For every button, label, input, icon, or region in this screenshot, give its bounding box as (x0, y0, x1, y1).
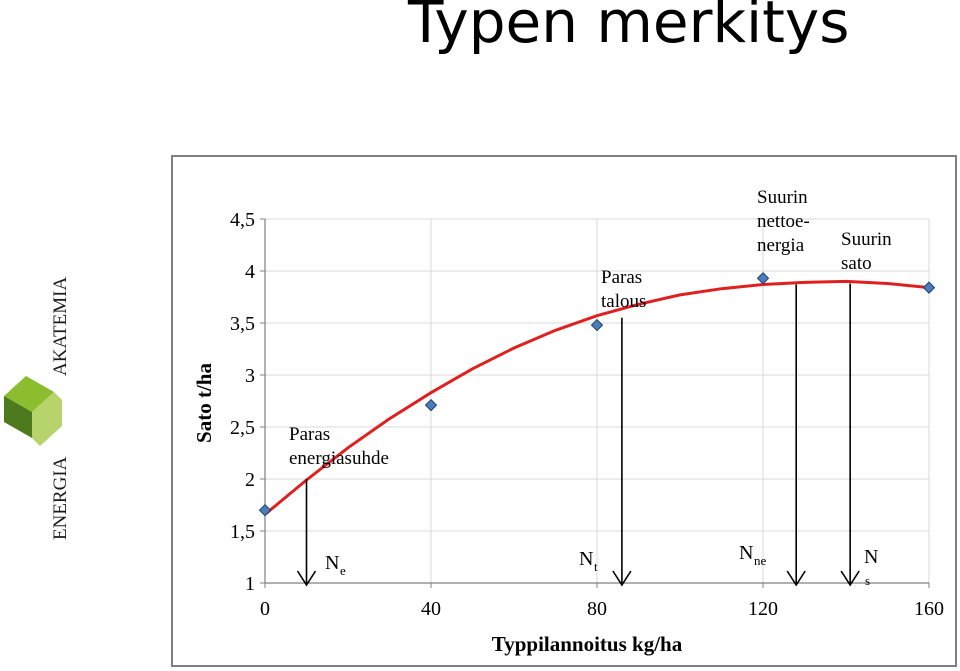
annotation-text: Paras (289, 424, 330, 445)
annotation-text: talous (601, 291, 646, 312)
annotation-arrow-head (786, 570, 806, 587)
trendline (264, 279, 930, 516)
data-point (258, 503, 272, 517)
annotation-arrow-head (612, 570, 632, 587)
y-tick-label: 1,5 (230, 521, 255, 543)
annotation-n-label: N (325, 552, 339, 574)
annotation-text: Suurin (757, 187, 808, 208)
annotation-n-label: N (579, 548, 593, 570)
y-tick-label: 3,5 (230, 313, 255, 335)
yield-chart: 1 1,5 2 2,5 3 3,5 4 4,5 0 40 80 120 160 Typpilannoitu… (192, 187, 944, 656)
y-tick-label: 4 (245, 261, 255, 283)
chart-frame: 1 1,5 2 2,5 3 3,5 4 4,5 0 40 80 120 160 Typpilannoitu… (171, 155, 957, 667)
logo-text-energia: ENERGIA (50, 456, 71, 540)
annotation-text: nettoe- (757, 211, 810, 232)
x-tick-label: 0 (260, 598, 270, 620)
annotation-n-subscript: ne (754, 553, 767, 568)
x-tick-label: 80 (587, 598, 607, 620)
y-tick-label: 3 (245, 365, 255, 387)
y-tick-label: 2,5 (230, 417, 255, 439)
x-axis-label: Typpilannoitus kg/ha (492, 632, 683, 656)
annotation-text: Paras (601, 267, 642, 288)
annotation-text: sato (841, 253, 872, 274)
annotation-text: energiasuhde (289, 448, 389, 469)
annotation-arrow-head (840, 570, 860, 587)
data-point (922, 281, 936, 294)
annotation-n-subscript: s (865, 573, 870, 588)
annotation-n-label: N (864, 546, 878, 568)
y-tick-label: 2 (245, 469, 255, 491)
y-tick-label: 1 (245, 573, 255, 595)
x-tick-label: 40 (421, 598, 441, 620)
data-point (756, 272, 770, 285)
y-tick-label: 4,5 (230, 209, 255, 231)
annotation-arrow-head (296, 570, 317, 587)
y-axis-label: Sato t/ha (192, 363, 216, 443)
annotation-text: Suurin (841, 229, 892, 250)
data-point (590, 318, 604, 332)
logo-text-akatemia: AKATEMIA (50, 277, 71, 376)
annotation-n-subscript: t (594, 559, 598, 574)
x-tick-label: 120 (748, 598, 778, 620)
data-point (424, 398, 438, 412)
logo-graphic: AKATEMIA ENERGIA (4, 277, 71, 540)
annotation-n-label: N (739, 542, 753, 564)
annotation-text: nergia (757, 235, 805, 256)
annotation-n-subscript: e (340, 563, 346, 578)
energia-akatemia-logo: AKATEMIA ENERGIA (0, 250, 80, 550)
x-tick-label: 160 (914, 598, 944, 620)
slide-title: Typen merkitys (408, 0, 850, 56)
logo-cube-icon (4, 376, 62, 446)
